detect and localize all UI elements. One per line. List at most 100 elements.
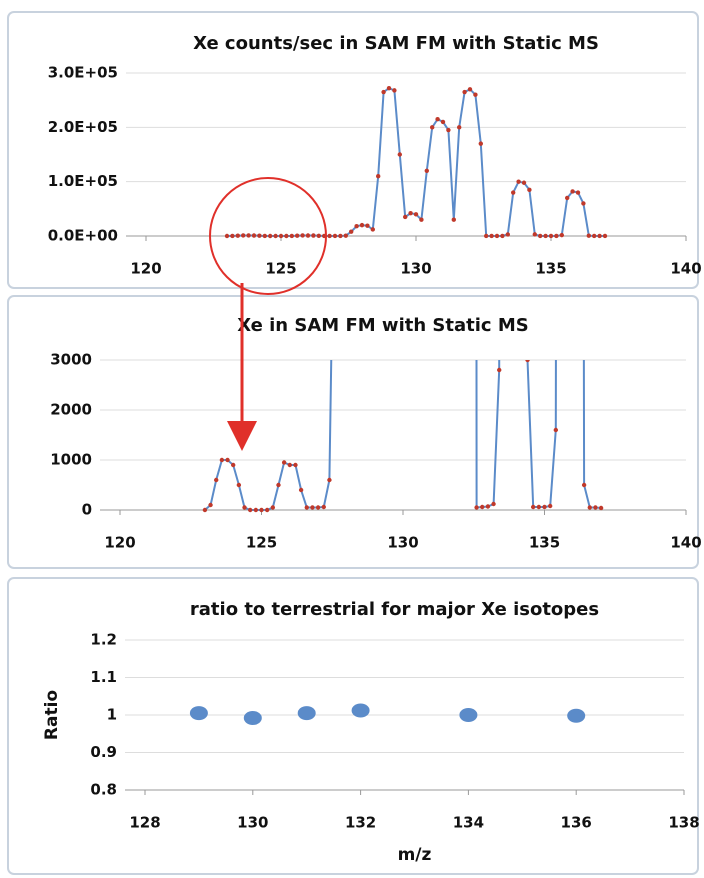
data-point [246,233,251,238]
data-point [287,462,292,468]
data-point [559,232,564,238]
plot-area [189,703,586,725]
data-point [575,190,581,195]
data-point [305,233,311,238]
data-point [474,505,479,510]
data-point [332,233,338,239]
data-point [214,477,219,483]
y-tick-label: 1.0E+05 [48,172,118,190]
data-point [351,703,370,718]
data-point [224,233,230,239]
data-point [273,233,278,239]
data-point [489,233,494,239]
x-tick-label: 125 [265,260,296,278]
data-point [310,505,315,510]
x-tick-label: 134 [453,814,484,832]
data-point [397,152,402,157]
x-tick-label: 130 [400,260,431,278]
data-point [230,233,235,239]
data-point [278,233,284,239]
data-point [521,180,527,185]
y-tick-label: 1000 [50,451,92,469]
data-point [548,233,554,239]
data-point [491,501,496,507]
data-point [530,504,536,510]
x-tick-label: 140 [670,260,701,278]
data-point [264,507,270,513]
chart-title: Xe counts/sec in SAM FM with Static MS [193,33,599,54]
data-point [480,504,485,510]
data-point [554,233,559,239]
data-point [297,706,316,721]
x-tick-label: 120 [104,534,135,552]
data-point [370,227,375,232]
x-tick-label: 125 [246,534,277,552]
data-point [484,233,489,239]
data-point [505,232,510,237]
y-tick-label: 3000 [50,351,92,369]
data-point [295,233,300,238]
data-point [532,232,537,237]
x-tick-label: 128 [129,814,160,832]
y-tick-label: 2000 [50,401,92,419]
chart-title: ratio to terrestrial for major Xe isotop… [190,599,599,620]
data-point [553,427,559,433]
data-point [570,189,575,194]
data-point [581,482,587,488]
data-point [419,217,424,222]
data-point [602,233,608,239]
data-point [500,233,505,239]
x-tick-label: 136 [561,814,592,832]
y-tick-label: 0.8 [90,781,117,799]
data-point [284,233,289,239]
data-point [413,212,419,217]
data-point [459,708,478,722]
data-point [598,505,604,511]
y-tick-label: 0.9 [90,743,117,761]
panel [7,295,699,569]
data-point [408,210,413,216]
x-tick-label: 130 [237,814,268,832]
data-point [276,482,281,488]
data-point [281,460,287,465]
data-point [525,360,530,363]
data-point [343,233,348,238]
data-point [189,706,208,721]
y-axis-label: Ratio [42,690,62,740]
data-point [316,233,321,238]
data-point [597,233,602,239]
data-point [430,125,435,130]
y-tick-label: 3.0E+05 [48,64,118,82]
data-point [327,233,332,239]
data-point [289,233,294,239]
data-point [251,233,257,238]
data-point [247,507,253,513]
highlight-circle [209,177,327,295]
data-point [587,505,592,510]
x-tick-label: 135 [529,534,560,552]
data-point [202,507,208,513]
x-tick-label: 120 [130,260,161,278]
panel [7,577,699,875]
data-point [473,92,478,97]
data-point [242,505,247,510]
panel [7,11,699,289]
data-point [376,174,381,179]
plot-area [202,360,604,513]
data-point [311,233,316,238]
data-point [462,89,467,95]
data-point [231,462,236,468]
data-point [451,217,456,222]
data-point [257,233,262,238]
data-point [338,233,343,239]
data-point [253,507,259,513]
data-point [538,233,543,239]
data-point [315,505,321,510]
chart-title: Xe in SAM FM with Static MS [237,315,528,336]
plot-area [224,86,608,239]
data-point [300,233,305,238]
data-point [478,141,483,146]
y-tick-label: 2.0E+05 [48,118,118,136]
data-point [262,233,267,239]
